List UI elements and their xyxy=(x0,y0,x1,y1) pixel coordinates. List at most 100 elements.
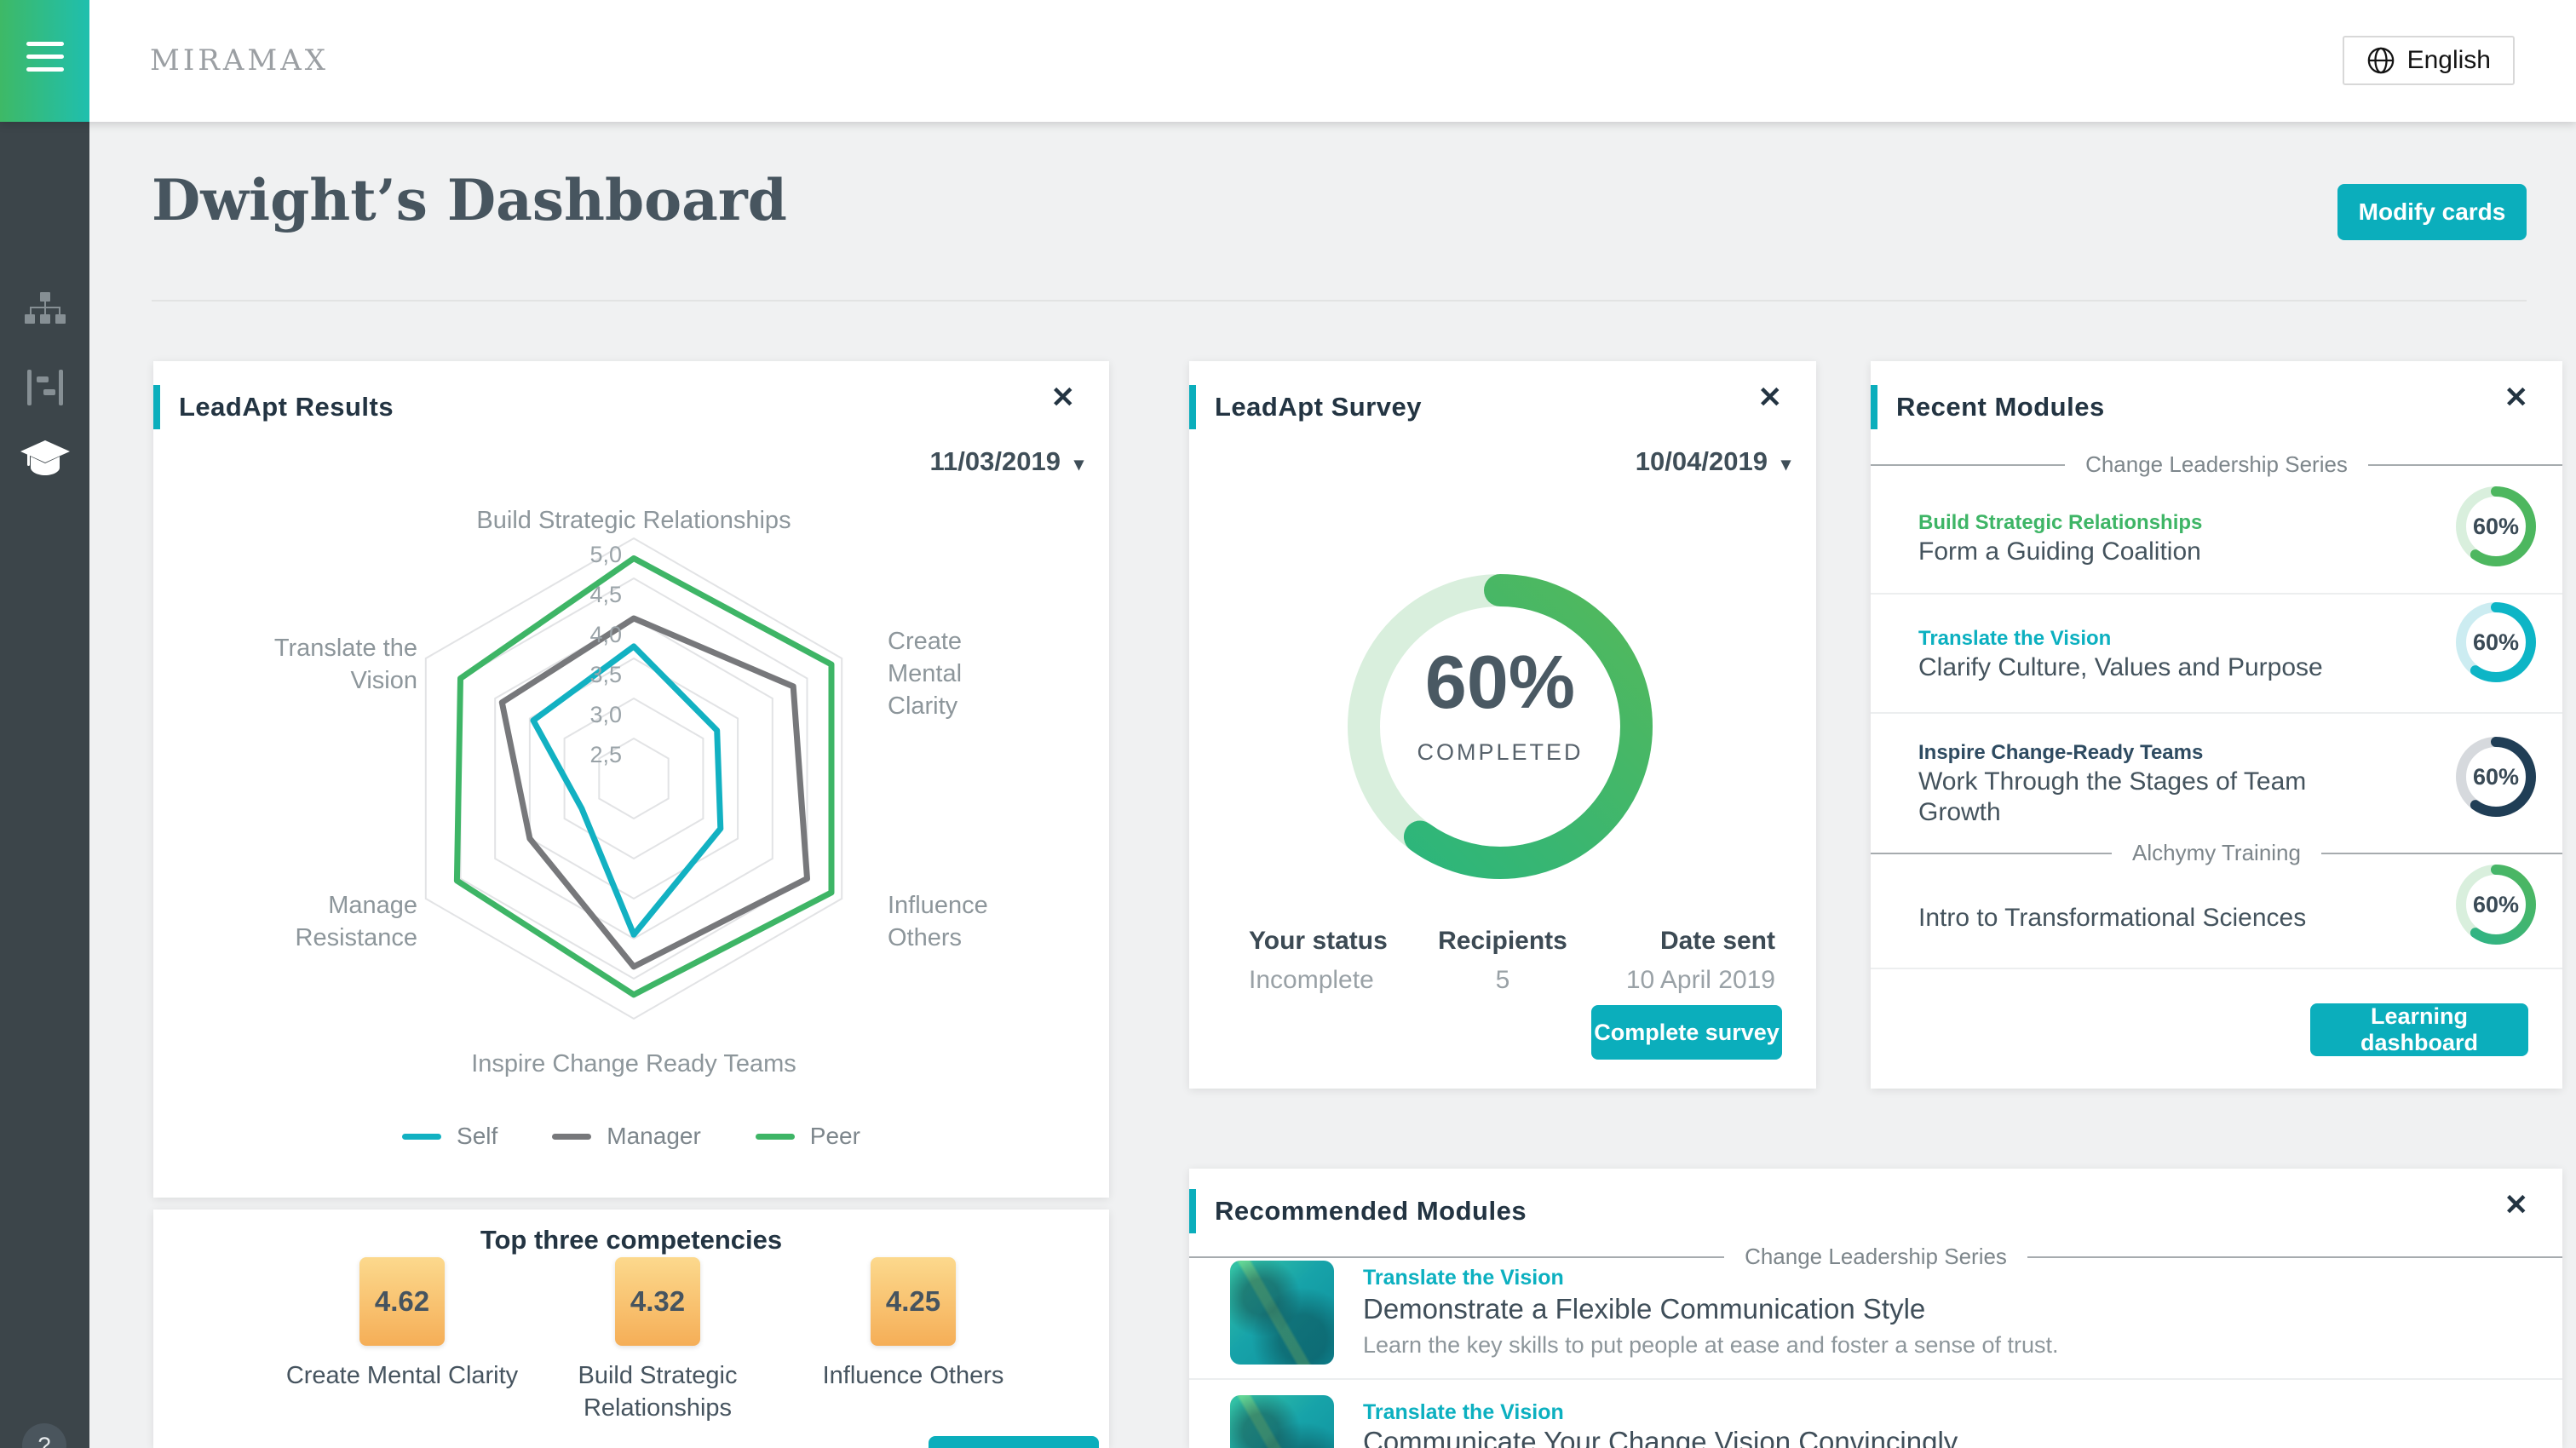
module-thumbnail[interactable] xyxy=(1230,1261,1334,1365)
survey-progress-donut xyxy=(1347,573,1653,880)
close-icon[interactable] xyxy=(1051,383,1076,412)
module-title[interactable]: Demonstrate a Flexible Communication Sty… xyxy=(1363,1293,1926,1324)
survey-date-dropdown[interactable]: 10/04/2019 xyxy=(1636,446,1791,477)
sidebar-item-metrics[interactable] xyxy=(0,367,89,408)
competency-score-tile: 4.32 xyxy=(615,1257,700,1346)
close-icon[interactable] xyxy=(2504,1191,2529,1220)
results-date-dropdown[interactable]: 11/03/2019 xyxy=(930,446,1084,477)
modify-cards-button[interactable]: Modify cards xyxy=(2337,184,2527,240)
competency-label: Create Mental Clarity xyxy=(285,1362,519,1389)
menu-button[interactable] xyxy=(0,0,89,122)
card-accent-bar xyxy=(1189,385,1196,429)
sidebar-item-learning[interactable] xyxy=(0,440,89,480)
globe-icon xyxy=(2367,47,2394,74)
language-selector[interactable]: English xyxy=(2342,36,2515,85)
brand-logo: MIRAMAX xyxy=(150,43,329,78)
graduation-cap-icon xyxy=(20,440,70,475)
stat-value: Incomplete xyxy=(1249,966,1374,994)
metrics-icon xyxy=(26,370,63,405)
module-percent: 60% xyxy=(2472,891,2520,917)
radar-scale-tick: 2,5 xyxy=(589,742,622,767)
stat-label: Your status xyxy=(1249,927,1388,955)
competency-score-tile: 4.25 xyxy=(871,1257,956,1346)
module-thumbnail[interactable] xyxy=(1230,1395,1334,1448)
close-icon[interactable] xyxy=(1758,383,1783,412)
card-accent-bar xyxy=(1871,385,1877,429)
module-category[interactable]: Inspire Change-Ready Teams xyxy=(1918,741,2204,764)
top-competencies-title: Top three competencies xyxy=(480,1225,783,1255)
section-divider: Change Leadership Series xyxy=(1871,451,2562,478)
legend-item-manager: Manager xyxy=(552,1123,701,1150)
module-title[interactable]: Clarify Culture, Values and Purpose xyxy=(1918,653,2323,681)
row-divider xyxy=(1871,968,2562,969)
top-bar: MIRAMAX English xyxy=(0,0,2576,122)
radar-scale-tick: 4,0 xyxy=(589,622,622,647)
sidebar-nav: ? DS xyxy=(0,122,89,1448)
recent-modules-card: Recent Modules Change Leadership Series … xyxy=(1871,361,2562,1089)
radar-chart xyxy=(424,537,843,1020)
question-mark-icon: ? xyxy=(37,1432,51,1448)
leadapt-results-card: LeadApt Results 11/03/2019 Build Strateg… xyxy=(153,361,1109,1198)
radar-axis-label: Create Mental Clarity xyxy=(888,628,963,720)
radar-axis-label: Influence Others xyxy=(888,892,988,951)
top-competencies-card: Top three competencies 4.62 4.32 4.25 Cr… xyxy=(153,1210,1109,1448)
module-title[interactable]: Form a Guiding Coalition xyxy=(1918,537,2201,566)
close-icon[interactable] xyxy=(2504,383,2529,412)
module-percent: 60% xyxy=(2472,629,2520,655)
module-category[interactable]: Translate the Vision xyxy=(1363,1400,1564,1424)
complete-survey-button[interactable]: Complete survey xyxy=(1591,1005,1782,1060)
module-category[interactable]: Translate the Vision xyxy=(1918,627,2112,650)
module-progress-ring: 60% xyxy=(2455,601,2537,683)
module-percent: 60% xyxy=(2472,513,2520,539)
legend-swatch-peer xyxy=(755,1133,795,1140)
radar-axis-label: Inspire Change Ready Teams xyxy=(471,1050,796,1077)
module-progress-ring: 60% xyxy=(2455,736,2537,818)
row-divider xyxy=(1871,712,2562,714)
module-title[interactable]: Work Through the Stages of Team Growth xyxy=(1918,767,2307,826)
radar-axis-label: Build Strategic Relationships xyxy=(476,507,791,534)
survey-percent-caption: COMPLETED xyxy=(1417,739,1584,765)
sidebar-item-organization[interactable] xyxy=(0,292,89,330)
card-accent-bar xyxy=(1189,1189,1196,1233)
recommended-modules-card: Recommended Modules Change Leadership Se… xyxy=(1189,1169,2562,1448)
help-button[interactable]: ? xyxy=(22,1423,66,1448)
module-title[interactable]: Intro to Transformational Sciences xyxy=(1918,904,2307,932)
section-divider: Change Leadership Series xyxy=(1189,1244,2562,1270)
stat-label: Date sent xyxy=(1659,927,1775,955)
module-progress-ring: 60% xyxy=(2455,864,2537,945)
radar-scale-tick: 5,0 xyxy=(589,542,622,567)
org-chart-icon xyxy=(24,292,66,324)
card-accent-bar xyxy=(153,385,160,429)
module-category[interactable]: Translate the Vision xyxy=(1363,1266,1564,1290)
competency-score-tile: 4.62 xyxy=(359,1257,445,1346)
module-category[interactable]: Build Strategic Relationships xyxy=(1918,511,2203,534)
legend-swatch-self xyxy=(402,1133,442,1140)
leadapt-survey-card: LeadApt Survey 10/04/2019 60% COMPLETED … xyxy=(1189,361,1816,1089)
results-date: 11/03/2019 xyxy=(929,446,1061,476)
radar-legend: Self Manager Peer xyxy=(153,1123,1109,1150)
survey-stat-status: Your status Incomplete xyxy=(1249,927,1388,995)
legend-label: Peer xyxy=(809,1123,860,1149)
stat-value: 5 xyxy=(1495,966,1510,994)
radar-scale-tick: 4,5 xyxy=(589,582,622,607)
learning-dashboard-button[interactable]: Learning dashboard xyxy=(2310,1003,2528,1056)
survey-stat-recipients: Recipients 5 xyxy=(1189,927,1816,995)
competency-label: Build Strategic Relationships xyxy=(578,1362,738,1422)
language-label: English xyxy=(2406,46,2491,74)
survey-date: 10/04/2019 xyxy=(1635,446,1768,476)
module-title[interactable]: Communicate Your Change Vision Convincin… xyxy=(1363,1426,1958,1448)
radar-scale-tick: 3,5 xyxy=(589,662,622,687)
survey-card-title: LeadApt Survey xyxy=(1215,392,1423,422)
caret-down-icon xyxy=(1781,446,1791,477)
survey-stat-date-sent: Date sent 10 April 2019 xyxy=(1626,927,1775,995)
legend-label: Manager xyxy=(607,1123,701,1149)
module-progress-ring: 60% xyxy=(2455,486,2537,567)
module-percent: 60% xyxy=(2472,763,2520,790)
results-dashboard-button[interactable] xyxy=(929,1436,1099,1448)
legend-swatch-manager xyxy=(552,1133,592,1140)
recent-modules-title: Recent Modules xyxy=(1896,392,2105,422)
legend-item-self: Self xyxy=(402,1123,497,1150)
caret-down-icon xyxy=(1074,446,1084,477)
row-divider xyxy=(1871,593,2562,595)
radar-scale-tick: 3,0 xyxy=(589,702,622,727)
